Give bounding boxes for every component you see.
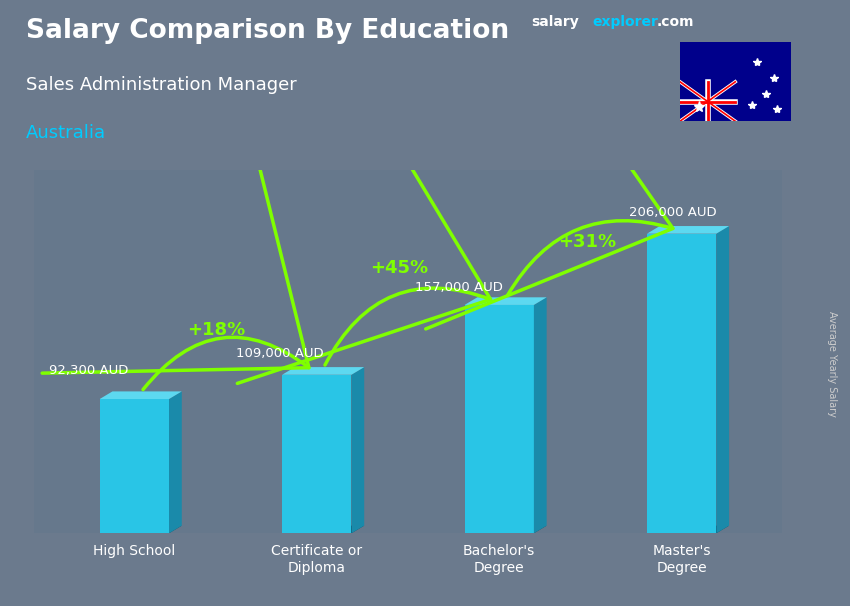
Text: Sales Administration Manager: Sales Administration Manager [26, 76, 297, 94]
Polygon shape [534, 298, 547, 533]
Polygon shape [465, 298, 547, 305]
Polygon shape [717, 226, 729, 533]
Polygon shape [465, 525, 547, 533]
Polygon shape [282, 525, 364, 533]
Text: 157,000 AUD: 157,000 AUD [415, 281, 503, 294]
Polygon shape [647, 525, 729, 533]
Text: Australia: Australia [26, 124, 105, 142]
Text: 92,300 AUD: 92,300 AUD [49, 364, 128, 377]
Polygon shape [169, 391, 182, 533]
Polygon shape [99, 399, 169, 533]
Polygon shape [465, 305, 534, 533]
Text: 206,000 AUD: 206,000 AUD [629, 206, 717, 219]
Text: +18%: +18% [187, 321, 246, 339]
Text: 109,000 AUD: 109,000 AUD [236, 347, 324, 360]
Polygon shape [282, 367, 364, 375]
FancyArrowPatch shape [426, 9, 673, 329]
FancyArrowPatch shape [42, 108, 309, 390]
Text: explorer: explorer [592, 15, 658, 29]
Text: Average Yearly Salary: Average Yearly Salary [827, 311, 837, 416]
Polygon shape [99, 525, 182, 533]
FancyArrowPatch shape [237, 71, 490, 384]
Text: Salary Comparison By Education: Salary Comparison By Education [26, 18, 508, 44]
Polygon shape [647, 234, 717, 533]
Polygon shape [351, 367, 364, 533]
Polygon shape [647, 226, 729, 234]
Polygon shape [282, 375, 351, 533]
Text: +31%: +31% [558, 233, 616, 251]
Text: salary: salary [531, 15, 579, 29]
Polygon shape [99, 391, 182, 399]
Text: .com: .com [656, 15, 694, 29]
Text: +45%: +45% [370, 259, 428, 277]
